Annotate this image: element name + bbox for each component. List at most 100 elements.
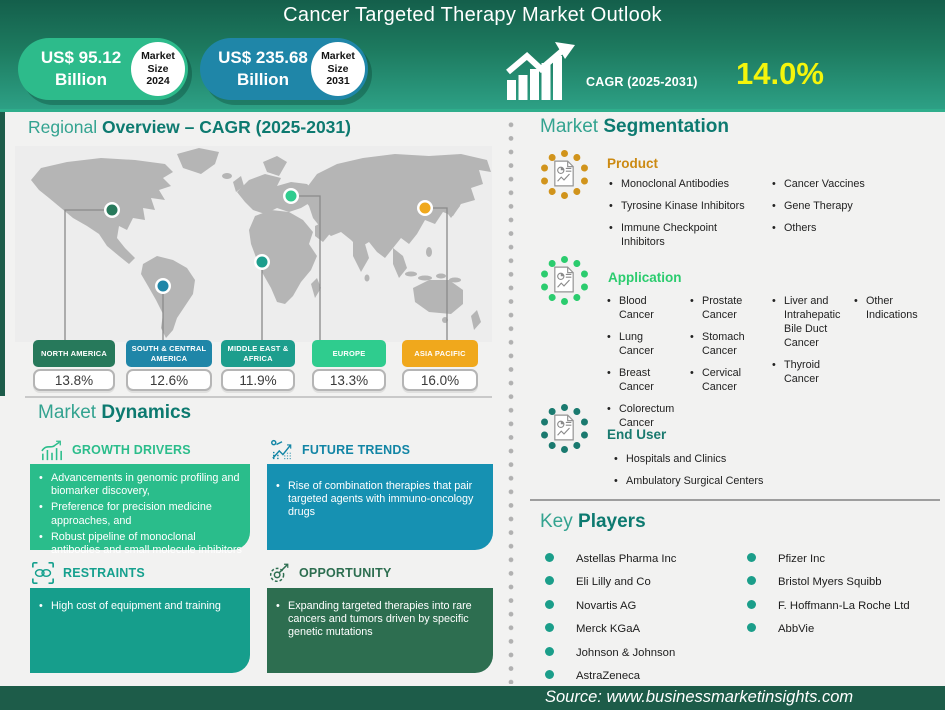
report-document-icon <box>554 266 574 293</box>
market-size-2031-tag: Market Size 2031 <box>311 42 365 96</box>
market-size-2031-badge: US$ 235.68 Billion Market Size 2031 <box>200 38 368 100</box>
application-segment-icon <box>539 255 589 305</box>
application-list-col1: Blood Cancer Lung Cancer Breast Cancer C… <box>605 294 674 438</box>
end-user-segment-label: End User <box>607 427 667 442</box>
continent-europe <box>237 174 315 214</box>
list-item: Immune Checkpoint Inhibitors <box>607 221 755 249</box>
region-card-middle-east-africa: MIDDLE EAST & AFRICA 11.9% <box>221 340 295 391</box>
key-player: AstraZeneca <box>543 670 738 682</box>
restraints-icon <box>32 562 54 584</box>
key-player: Novartis AG <box>543 599 738 612</box>
connector-lines <box>64 195 448 342</box>
key-players-title: Key Players <box>540 511 646 532</box>
market-dynamics-title: Market Dynamics <box>38 402 192 423</box>
key-player: Johnson & Johnson <box>543 646 738 659</box>
list-item: Cervical Cancer <box>688 366 741 394</box>
continent-africa <box>249 210 317 304</box>
list-item: Other Indications <box>852 294 918 322</box>
region-card-north-america: NORTH AMERICA 13.8% <box>33 340 115 391</box>
list-item: Breast Cancer <box>605 366 663 394</box>
product-list-col1: Monoclonal Antibodies Tyrosine Kinase In… <box>607 177 755 257</box>
dotted-separator <box>508 118 514 684</box>
continent-australia <box>413 280 463 314</box>
continent-asia <box>303 154 491 258</box>
market-size-2031-value: US$ 235.68 Billion <box>218 48 308 90</box>
key-player: Merck KGaA <box>543 623 738 635</box>
market-size-2024-value: US$ 95.12 Billion <box>40 48 122 90</box>
page-title: Cancer Targeted Therapy Market Outlook <box>283 4 662 26</box>
application-segment-label: Application <box>608 270 682 285</box>
key-players-col1: Astellas Pharma Inc Eli Lilly and Co Nov… <box>543 553 738 694</box>
region-card-south-central-america: SOUTH & CENTRAL AMERICA 12.6% <box>126 340 212 391</box>
list-item: Ambulatory Surgical Centers <box>612 474 832 488</box>
list-item: Prostate Cancer <box>688 294 742 322</box>
list-item: Blood Cancer <box>605 294 663 322</box>
list-item: Thyroid Cancer <box>770 358 836 386</box>
opportunity-icon <box>269 563 289 583</box>
report-document-icon <box>554 160 574 187</box>
continent-south-america <box>141 256 195 338</box>
key-player: AbbVie <box>745 623 940 635</box>
cagr-value: 14.0% <box>736 56 824 91</box>
product-segment-label: Product <box>607 156 659 171</box>
dot-asia-pacific <box>419 202 431 214</box>
key-players-divider <box>530 499 940 501</box>
market-size-2024-tag: Market Size 2024 <box>131 42 185 96</box>
future-trends-icon <box>270 439 292 460</box>
continent-north-america <box>31 158 173 264</box>
world-map <box>15 146 492 342</box>
list-item: Monoclonal Antibodies <box>607 177 755 191</box>
regional-overview-title: Regional Overview – CAGR (2025-2031) <box>28 117 351 137</box>
dot-south-central-america <box>157 280 169 292</box>
list-item: Lung Cancer <box>605 330 663 358</box>
application-list-col2: Prostate Cancer Stomach Cancer Cervical … <box>688 294 745 402</box>
cagr-label: CAGR (2025-2031) <box>586 75 698 89</box>
key-players-col2: Pfizer Inc Bristol Myers Squibb F. Hoffm… <box>745 553 940 647</box>
section-divider <box>25 396 492 398</box>
list-item: Expanding targeted therapies into rare c… <box>271 600 485 640</box>
list-item: Preference for precision medicine approa… <box>34 501 242 527</box>
continent-greenland <box>177 148 219 174</box>
region-cagr-value: 12.6% <box>126 369 212 391</box>
report-document-icon <box>554 414 574 441</box>
list-item: Rise of combination therapies that pair … <box>271 480 485 520</box>
key-player: Astellas Pharma Inc <box>543 553 738 565</box>
key-player: Eli Lilly and Co <box>543 576 738 588</box>
growth-drivers-header: GROWTH DRIVERS <box>40 437 191 463</box>
key-player: F. Hoffmann-La Roche Ltd <box>745 599 940 612</box>
application-list-col4: Other Indications <box>852 294 918 330</box>
restraints-header: RESTRAINTS <box>31 560 145 586</box>
restraints-box: High cost of equipment and training <box>30 588 250 673</box>
list-item: Hospitals and Clinics <box>612 452 832 466</box>
product-segment-icon <box>539 149 589 199</box>
list-item: Advancements in genomic profiling and bi… <box>34 472 242 498</box>
dot-europe <box>285 190 297 202</box>
future-trends-header: FUTURE TRENDS <box>270 437 410 463</box>
list-item: High cost of equipment and training <box>34 600 242 613</box>
key-player: Bristol Myers Squibb <box>745 576 940 588</box>
left-accent-bar <box>0 112 5 396</box>
growth-chart-icon <box>506 42 575 100</box>
list-item: Liver and Intrahepatic Bile Duct Cancer <box>770 294 840 350</box>
header-banner: Cancer Targeted Therapy Market Outlook U… <box>0 0 945 112</box>
region-cagr-value: 16.0% <box>402 369 478 391</box>
growth-drivers-box: Advancements in genomic profiling and bi… <box>30 464 250 556</box>
market-segmentation-title: Market Segmentation <box>540 116 729 137</box>
source-footer: Source: www.businessmarketinsights.com <box>0 686 945 710</box>
list-item: Stomach Cancer <box>688 330 745 358</box>
source-text: Source: www.businessmarketinsights.com <box>545 688 854 706</box>
product-list-col2: Cancer Vaccines Gene Therapy Others <box>770 177 900 243</box>
region-card-asia-pacific: ASIA PACIFIC 16.0% <box>402 340 478 391</box>
list-item: Robust pipeline of monoclonal antibodies… <box>34 531 242 557</box>
market-size-2024-badge: US$ 95.12 Billion Market Size 2024 <box>18 38 188 100</box>
region-card-europe: EUROPE 13.3% <box>312 340 386 391</box>
list-item: Tyrosine Kinase Inhibitors <box>607 199 755 213</box>
application-list-col3: Liver and Intrahepatic Bile Duct Cancer … <box>770 294 840 394</box>
list-item: Others <box>770 221 900 235</box>
key-player: Pfizer Inc <box>745 553 940 565</box>
region-cagr-value: 13.8% <box>33 369 115 391</box>
list-item: Gene Therapy <box>770 199 900 213</box>
end-user-list: Hospitals and Clinics Ambulatory Surgica… <box>612 452 832 496</box>
opportunity-header: OPPORTUNITY <box>267 560 391 586</box>
list-item: Cancer Vaccines <box>770 177 900 191</box>
